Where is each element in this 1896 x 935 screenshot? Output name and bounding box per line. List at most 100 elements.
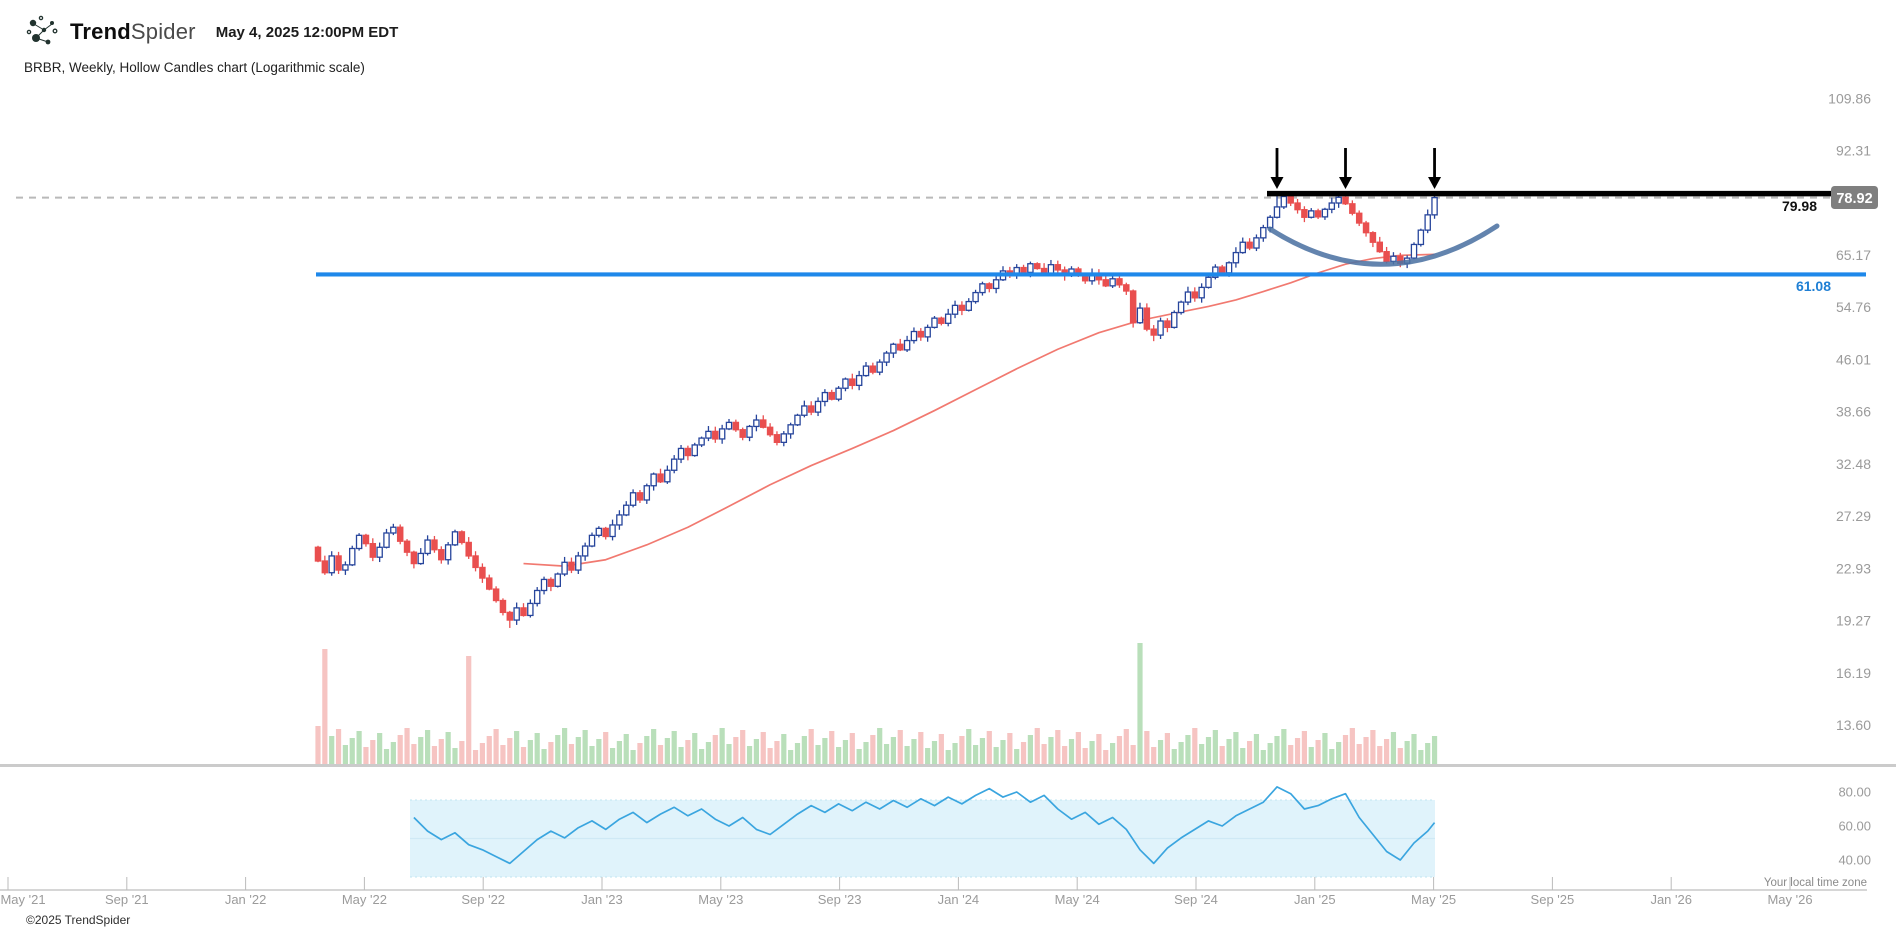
candle	[362, 533, 370, 547]
candle	[451, 529, 459, 547]
candle-body	[910, 330, 918, 342]
candle	[568, 557, 575, 574]
rsi-band-layer	[410, 799, 1435, 878]
volume-bar	[1137, 643, 1143, 764]
volume-bar	[1390, 732, 1397, 764]
volume-bar	[1425, 743, 1431, 764]
volume-bar	[1240, 748, 1246, 764]
volume-bar	[911, 739, 917, 764]
candle-body	[431, 539, 438, 551]
volume-bar	[466, 656, 472, 764]
candle	[328, 551, 335, 576]
down-arrow-icon	[1270, 148, 1284, 189]
x-axis-tick-label: May '24	[1055, 892, 1100, 907]
candle	[1116, 276, 1123, 288]
volume-bar	[883, 744, 890, 764]
volume-bar	[760, 732, 766, 764]
volume-bar	[390, 742, 396, 764]
volume-bar	[1185, 735, 1191, 764]
candle-body	[862, 365, 870, 377]
candle-body	[602, 527, 609, 538]
support-price-label[interactable]: 61.08	[1796, 278, 1831, 294]
volume-bar	[555, 735, 561, 764]
candle	[581, 542, 589, 561]
volume-bar	[445, 732, 451, 764]
volume-bar	[575, 737, 581, 764]
rsi-axis-label: 60.00	[1838, 819, 1871, 834]
down-arrow-head	[1428, 177, 1442, 189]
trendspider-logo-icon	[26, 15, 58, 45]
candle-body	[849, 378, 856, 387]
volume-bar	[705, 742, 712, 764]
volume-bar	[609, 748, 616, 764]
candle	[444, 542, 452, 565]
candle-body	[1335, 196, 1342, 204]
candle	[855, 370, 863, 391]
candle-body	[1246, 241, 1253, 249]
candle-body	[1034, 263, 1041, 270]
resistance-price-label[interactable]: 79.98	[1782, 198, 1817, 214]
candle-body	[1143, 307, 1151, 330]
down-arrow-head	[1339, 177, 1352, 189]
volume-bar	[877, 728, 883, 764]
candle	[342, 561, 349, 575]
volume-bar	[370, 740, 376, 764]
candle	[1280, 193, 1288, 210]
x-axis-tick-label: Jan '22	[225, 892, 267, 907]
candle-body	[869, 365, 877, 373]
volume-bar	[808, 729, 814, 764]
volume-bar	[1144, 731, 1150, 764]
candle	[650, 472, 657, 491]
candle-body	[938, 317, 945, 324]
volume-bar	[973, 745, 979, 764]
volume-bar	[1288, 745, 1294, 764]
candle	[760, 415, 767, 429]
candle-body	[835, 387, 842, 400]
volume-bar	[1247, 741, 1253, 764]
candle	[787, 422, 794, 439]
candle	[698, 436, 705, 448]
volume-bar	[329, 736, 335, 764]
volume-bar	[589, 746, 595, 764]
candle	[1342, 195, 1349, 205]
candle-body	[348, 547, 356, 566]
candle-body	[1184, 291, 1192, 303]
candle-body	[623, 504, 630, 516]
volume-bar	[1349, 728, 1355, 764]
candle-body	[1232, 251, 1240, 264]
volume-bar	[1075, 732, 1081, 764]
candle-body	[321, 560, 329, 574]
candle	[1171, 310, 1178, 329]
y-axis-tick-label: 32.48	[1836, 456, 1871, 472]
x-axis-tick-label: Jan '26	[1650, 892, 1692, 907]
chart-datetime: May 4, 2025 12:00PM EDT	[215, 23, 399, 41]
volume-bar	[1274, 736, 1280, 764]
volume-bar	[534, 733, 540, 764]
rsi-line	[413, 786, 1436, 865]
volume-bar	[356, 731, 362, 764]
volume-bar	[746, 746, 753, 764]
candle-body	[917, 330, 925, 338]
volume-bar	[1219, 746, 1225, 764]
candle	[321, 555, 329, 575]
moving-average-line	[523, 253, 1435, 567]
candle-body	[396, 526, 404, 542]
candle-body	[492, 588, 500, 602]
candle	[629, 489, 637, 508]
volume-bar	[1233, 732, 1239, 764]
volume-bar	[411, 744, 417, 764]
volume-bar	[897, 730, 903, 764]
y-axis-tick-label: 65.17	[1836, 247, 1871, 263]
logo-wordmark: TrendSpider	[70, 19, 196, 45]
candle	[561, 556, 568, 577]
volume-bar	[541, 749, 547, 764]
candle-body	[479, 566, 486, 579]
candle	[1294, 198, 1301, 214]
candle	[1164, 318, 1171, 333]
candle	[917, 328, 925, 341]
volume-bar	[1342, 735, 1349, 764]
candle-body	[890, 343, 897, 354]
logo-trend: Trend	[70, 19, 131, 44]
